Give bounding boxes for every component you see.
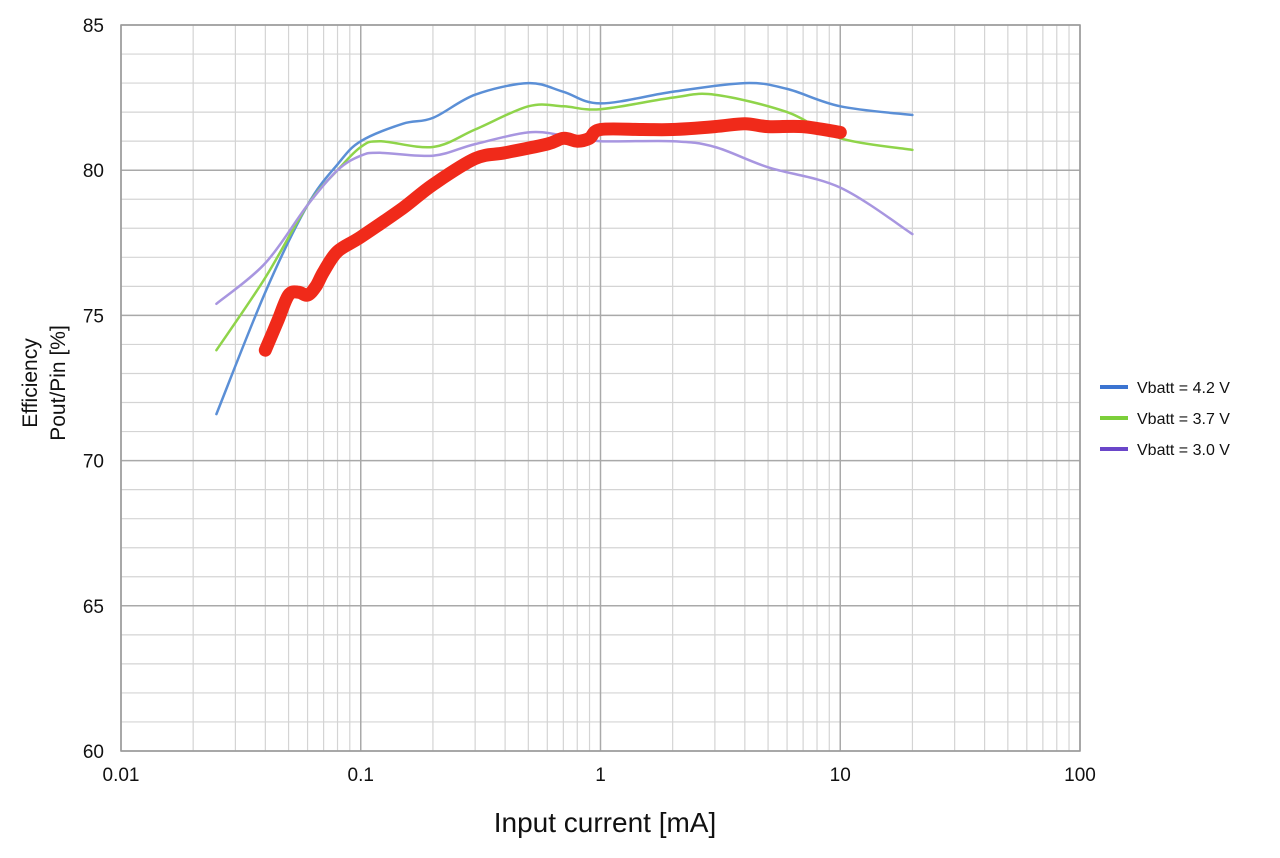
- y-tick-label: 75: [83, 306, 104, 327]
- series-line-vbatt-3-0: [215, 130, 914, 306]
- x-tick-label: 0.1: [348, 765, 374, 786]
- y-axis-title-line-2: Pout/Pin [%]: [47, 325, 70, 441]
- x-tick-label: 0.01: [103, 765, 140, 786]
- x-tick-label: 1: [595, 765, 606, 786]
- x-tick-labels: 0.01 0.1 1 10 100: [103, 765, 1096, 786]
- x-tick-label: 100: [1064, 765, 1096, 786]
- y-axis-title: Efficiency Pout/Pin [%]: [19, 325, 70, 441]
- legend-label: Vbatt = 3.0 V: [1137, 442, 1230, 459]
- legend-label: Vbatt = 4.2 V: [1137, 380, 1230, 397]
- highlighted-series-line: [258, 117, 847, 357]
- y-tick-label: 70: [83, 452, 104, 473]
- x-axis-title: Input current [mA]: [494, 807, 717, 838]
- y-tick-label: 80: [83, 161, 104, 182]
- y-tick-label: 65: [83, 597, 104, 618]
- legend: Vbatt = 4.2 V Vbatt = 3.7 V Vbatt = 3.0 V: [1100, 380, 1230, 459]
- y-tick-label: 60: [83, 742, 104, 763]
- series-lines: [215, 81, 914, 416]
- x-tick-label: 10: [830, 765, 851, 786]
- y-axis-title-line-1: Efficiency: [19, 338, 42, 428]
- y-tick-labels: 60 65 70 75 80 85: [83, 16, 104, 763]
- legend-label: Vbatt = 3.7 V: [1137, 411, 1230, 428]
- y-tick-label: 85: [83, 16, 104, 37]
- plot-area-frame: [120, 24, 1081, 752]
